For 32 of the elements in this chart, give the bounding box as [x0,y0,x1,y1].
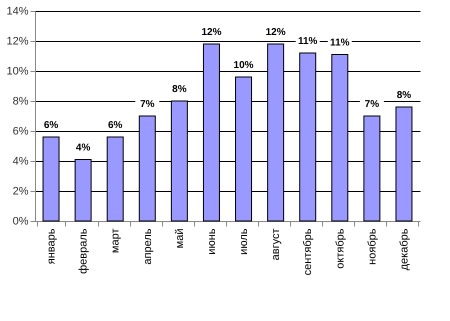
x-tick-label: ноябрь [366,228,378,265]
y-tick-label: 2% [12,186,29,198]
x-tick-label: июль [238,228,250,255]
x-tick-label: октябрь [334,228,346,269]
x-tick-label: март [110,228,122,254]
data-label: 11% [330,38,350,48]
x-tick-label: апрель [142,228,154,265]
y-tick-label: 12% [6,36,29,48]
x-tick-label: декабрь [398,228,410,270]
data-label: 8% [172,84,187,95]
y-tick-label: 14% [6,6,29,18]
data-label: 11% [298,36,318,47]
data-label: 12% [201,27,222,38]
data-label: 10% [234,60,254,71]
x-tick-label: июнь [206,228,218,255]
data-label: 7% [140,99,155,110]
y-tick-label: 8% [12,96,29,108]
y-tick-label: 4% [12,156,29,168]
data-label: 7% [364,99,380,110]
y-tick-label: 0% [12,216,29,228]
x-tick-label: август [270,228,282,260]
data-label: 4% [76,142,90,154]
x-tick-label: май [174,228,186,248]
data-label: 8% [396,90,412,101]
data-label: 6% [44,120,58,131]
x-tick-label: февраль [78,228,90,274]
y-tick-label: 10% [6,66,29,78]
data-label: 6% [108,120,123,131]
y-tick-label: 6% [12,126,29,138]
x-tick-label: январь [46,228,58,264]
data-label: 12% [266,27,286,38]
x-tick-label: сентябрь [302,228,314,276]
